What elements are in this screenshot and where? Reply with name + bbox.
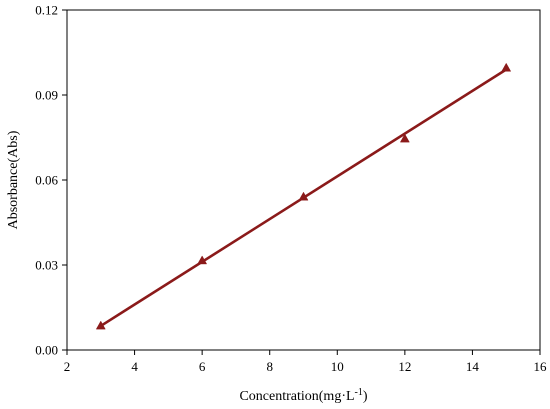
x-tick-label: 16 [534, 359, 548, 374]
y-tick-label: 0.09 [35, 88, 58, 103]
data-points [95, 62, 512, 330]
x-tick-label: 4 [131, 359, 138, 374]
x-tick-label: 8 [266, 359, 273, 374]
y-tick-label: 0.03 [35, 258, 58, 273]
ticks: 2 4 6 8 10 12 14 16 0.00 0.03 0.06 0.09 0.12 [35, 3, 547, 375]
x-tick-label: 6 [199, 359, 206, 374]
y-tick-label: 0.12 [35, 3, 58, 18]
data-point [298, 191, 309, 201]
data-point [399, 133, 410, 143]
x-axis-label: Concentration(mg·L-1) [239, 387, 367, 405]
x-tick-label: 2 [64, 359, 71, 374]
data-point [197, 255, 208, 265]
data-point [95, 320, 106, 330]
y-tick-label: 0.06 [35, 173, 58, 188]
data-point [501, 62, 512, 72]
y-tick-label: 0.00 [35, 343, 58, 358]
x-axis-label-main: Concentration(mg·L [239, 389, 354, 404]
plot-frame [66, 9, 541, 351]
x-axis-label-superscript: -1 [355, 387, 363, 398]
x-tick-label: 10 [331, 359, 344, 374]
x-axis-label-close: ) [363, 389, 368, 404]
y-axis-label: Absorbance(Abs) [6, 130, 21, 229]
axes [66, 9, 541, 351]
x-tick-label: 14 [466, 359, 480, 374]
x-tick-label: 12 [398, 359, 411, 374]
